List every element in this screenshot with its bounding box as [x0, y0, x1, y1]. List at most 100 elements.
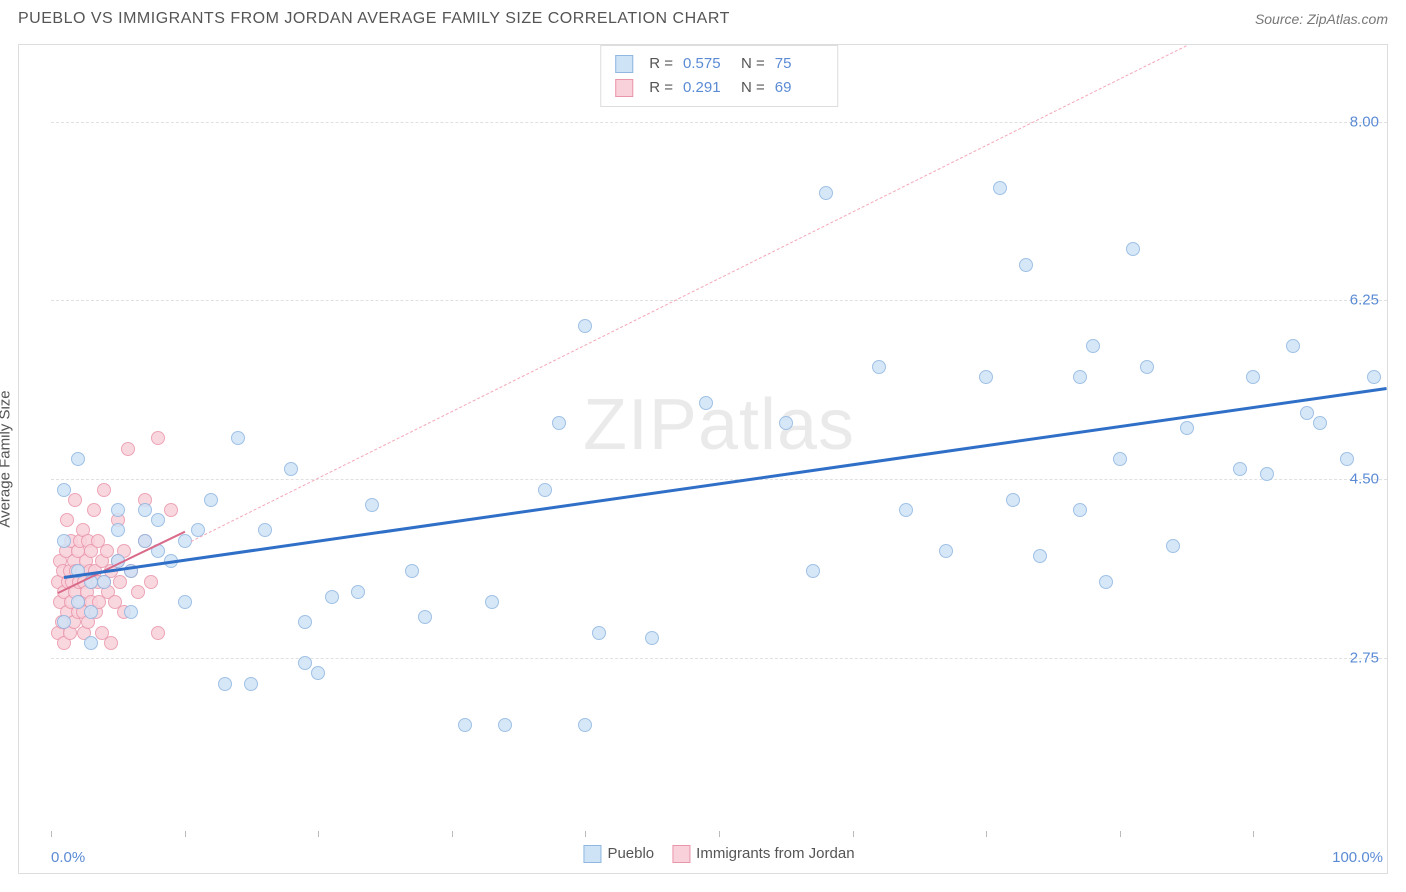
data-point: [1260, 467, 1274, 481]
data-point: [458, 718, 472, 732]
data-point: [1099, 575, 1113, 589]
r-label: R =: [649, 76, 673, 100]
data-point: [151, 626, 165, 640]
data-point: [113, 575, 127, 589]
data-point: [1073, 503, 1087, 517]
n-value: 75: [775, 52, 823, 76]
r-value: 0.575: [683, 52, 731, 76]
legend-swatch: [615, 55, 633, 73]
data-point: [1340, 452, 1354, 466]
data-point: [298, 656, 312, 670]
data-point: [60, 513, 74, 527]
data-point: [57, 615, 71, 629]
data-point: [1086, 339, 1100, 353]
y-tick-label: 8.00: [1350, 113, 1379, 130]
data-point: [144, 575, 158, 589]
data-point: [131, 585, 145, 599]
plot-area: ZIPatlas R = 0.575N = 75R = 0.291N = 69 …: [51, 45, 1387, 837]
data-point: [1367, 370, 1381, 384]
data-point: [592, 626, 606, 640]
data-point: [121, 442, 135, 456]
legend-swatch: [672, 845, 690, 863]
data-point: [178, 595, 192, 609]
data-point: [71, 595, 85, 609]
data-point: [1246, 370, 1260, 384]
y-tick-label: 2.75: [1350, 650, 1379, 667]
data-point: [204, 493, 218, 507]
data-point: [872, 360, 886, 374]
data-point: [258, 523, 272, 537]
data-point: [1113, 452, 1127, 466]
trend-line: [191, 45, 1187, 542]
data-point: [284, 462, 298, 476]
y-tick-label: 6.25: [1350, 292, 1379, 309]
data-point: [87, 503, 101, 517]
legend-item: Pueblo: [583, 845, 654, 863]
data-point: [111, 503, 125, 517]
r-label: R =: [649, 52, 673, 76]
data-point: [1313, 416, 1327, 430]
data-point: [645, 631, 659, 645]
data-point: [699, 396, 713, 410]
data-point: [552, 416, 566, 430]
data-point: [498, 718, 512, 732]
data-point: [779, 416, 793, 430]
data-point: [311, 666, 325, 680]
gridline: [51, 300, 1387, 301]
data-point: [57, 534, 71, 548]
data-point: [351, 585, 365, 599]
data-point: [538, 483, 552, 497]
stats-legend-row: R = 0.575 N = 75: [615, 52, 823, 76]
data-point: [1006, 493, 1020, 507]
data-point: [1126, 242, 1140, 256]
data-point: [71, 452, 85, 466]
data-point: [1140, 360, 1154, 374]
y-tick-label: 4.50: [1350, 471, 1379, 488]
data-point: [1286, 339, 1300, 353]
legend-swatch: [615, 79, 633, 97]
r-value: 0.291: [683, 76, 731, 100]
legend-label: Pueblo: [607, 845, 654, 862]
data-point: [365, 498, 379, 512]
data-point: [939, 544, 953, 558]
data-point: [138, 503, 152, 517]
data-point: [164, 503, 178, 517]
header: PUEBLO VS IMMIGRANTS FROM JORDAN AVERAGE…: [0, 0, 1406, 34]
n-value: 69: [775, 76, 823, 100]
watermark: ZIPatlas: [583, 384, 855, 466]
legend-swatch: [583, 845, 601, 863]
data-point: [899, 503, 913, 517]
chart-container: Average Family Size ZIPatlas R = 0.575N …: [18, 44, 1388, 874]
stats-legend-row: R = 0.291 N = 69: [615, 76, 823, 100]
x-axis-area: 0.0% Pueblo Immigrants from Jordan 100.0%: [51, 837, 1387, 873]
trend-line: [64, 387, 1387, 579]
data-point: [418, 610, 432, 624]
data-point: [97, 483, 111, 497]
data-point: [138, 534, 152, 548]
n-label: N =: [741, 52, 765, 76]
data-point: [485, 595, 499, 609]
bottom-legend: Pueblo Immigrants from Jordan: [583, 845, 854, 863]
data-point: [178, 534, 192, 548]
data-point: [819, 186, 833, 200]
gridline: [51, 122, 1387, 123]
data-point: [151, 513, 165, 527]
data-point: [57, 483, 71, 497]
gridline: [51, 658, 1387, 659]
data-point: [111, 523, 125, 537]
data-point: [104, 636, 118, 650]
y-axis-label: Average Family Size: [0, 390, 14, 527]
legend-item: Immigrants from Jordan: [672, 845, 854, 863]
data-point: [578, 319, 592, 333]
data-point: [578, 718, 592, 732]
legend-label: Immigrants from Jordan: [696, 845, 854, 862]
data-point: [244, 677, 258, 691]
x-axis-min-label: 0.0%: [51, 849, 85, 866]
data-point: [298, 615, 312, 629]
data-point: [993, 181, 1007, 195]
x-axis-max-label: 100.0%: [1332, 849, 1383, 866]
data-point: [979, 370, 993, 384]
data-point: [84, 605, 98, 619]
data-point: [218, 677, 232, 691]
n-label: N =: [741, 76, 765, 100]
